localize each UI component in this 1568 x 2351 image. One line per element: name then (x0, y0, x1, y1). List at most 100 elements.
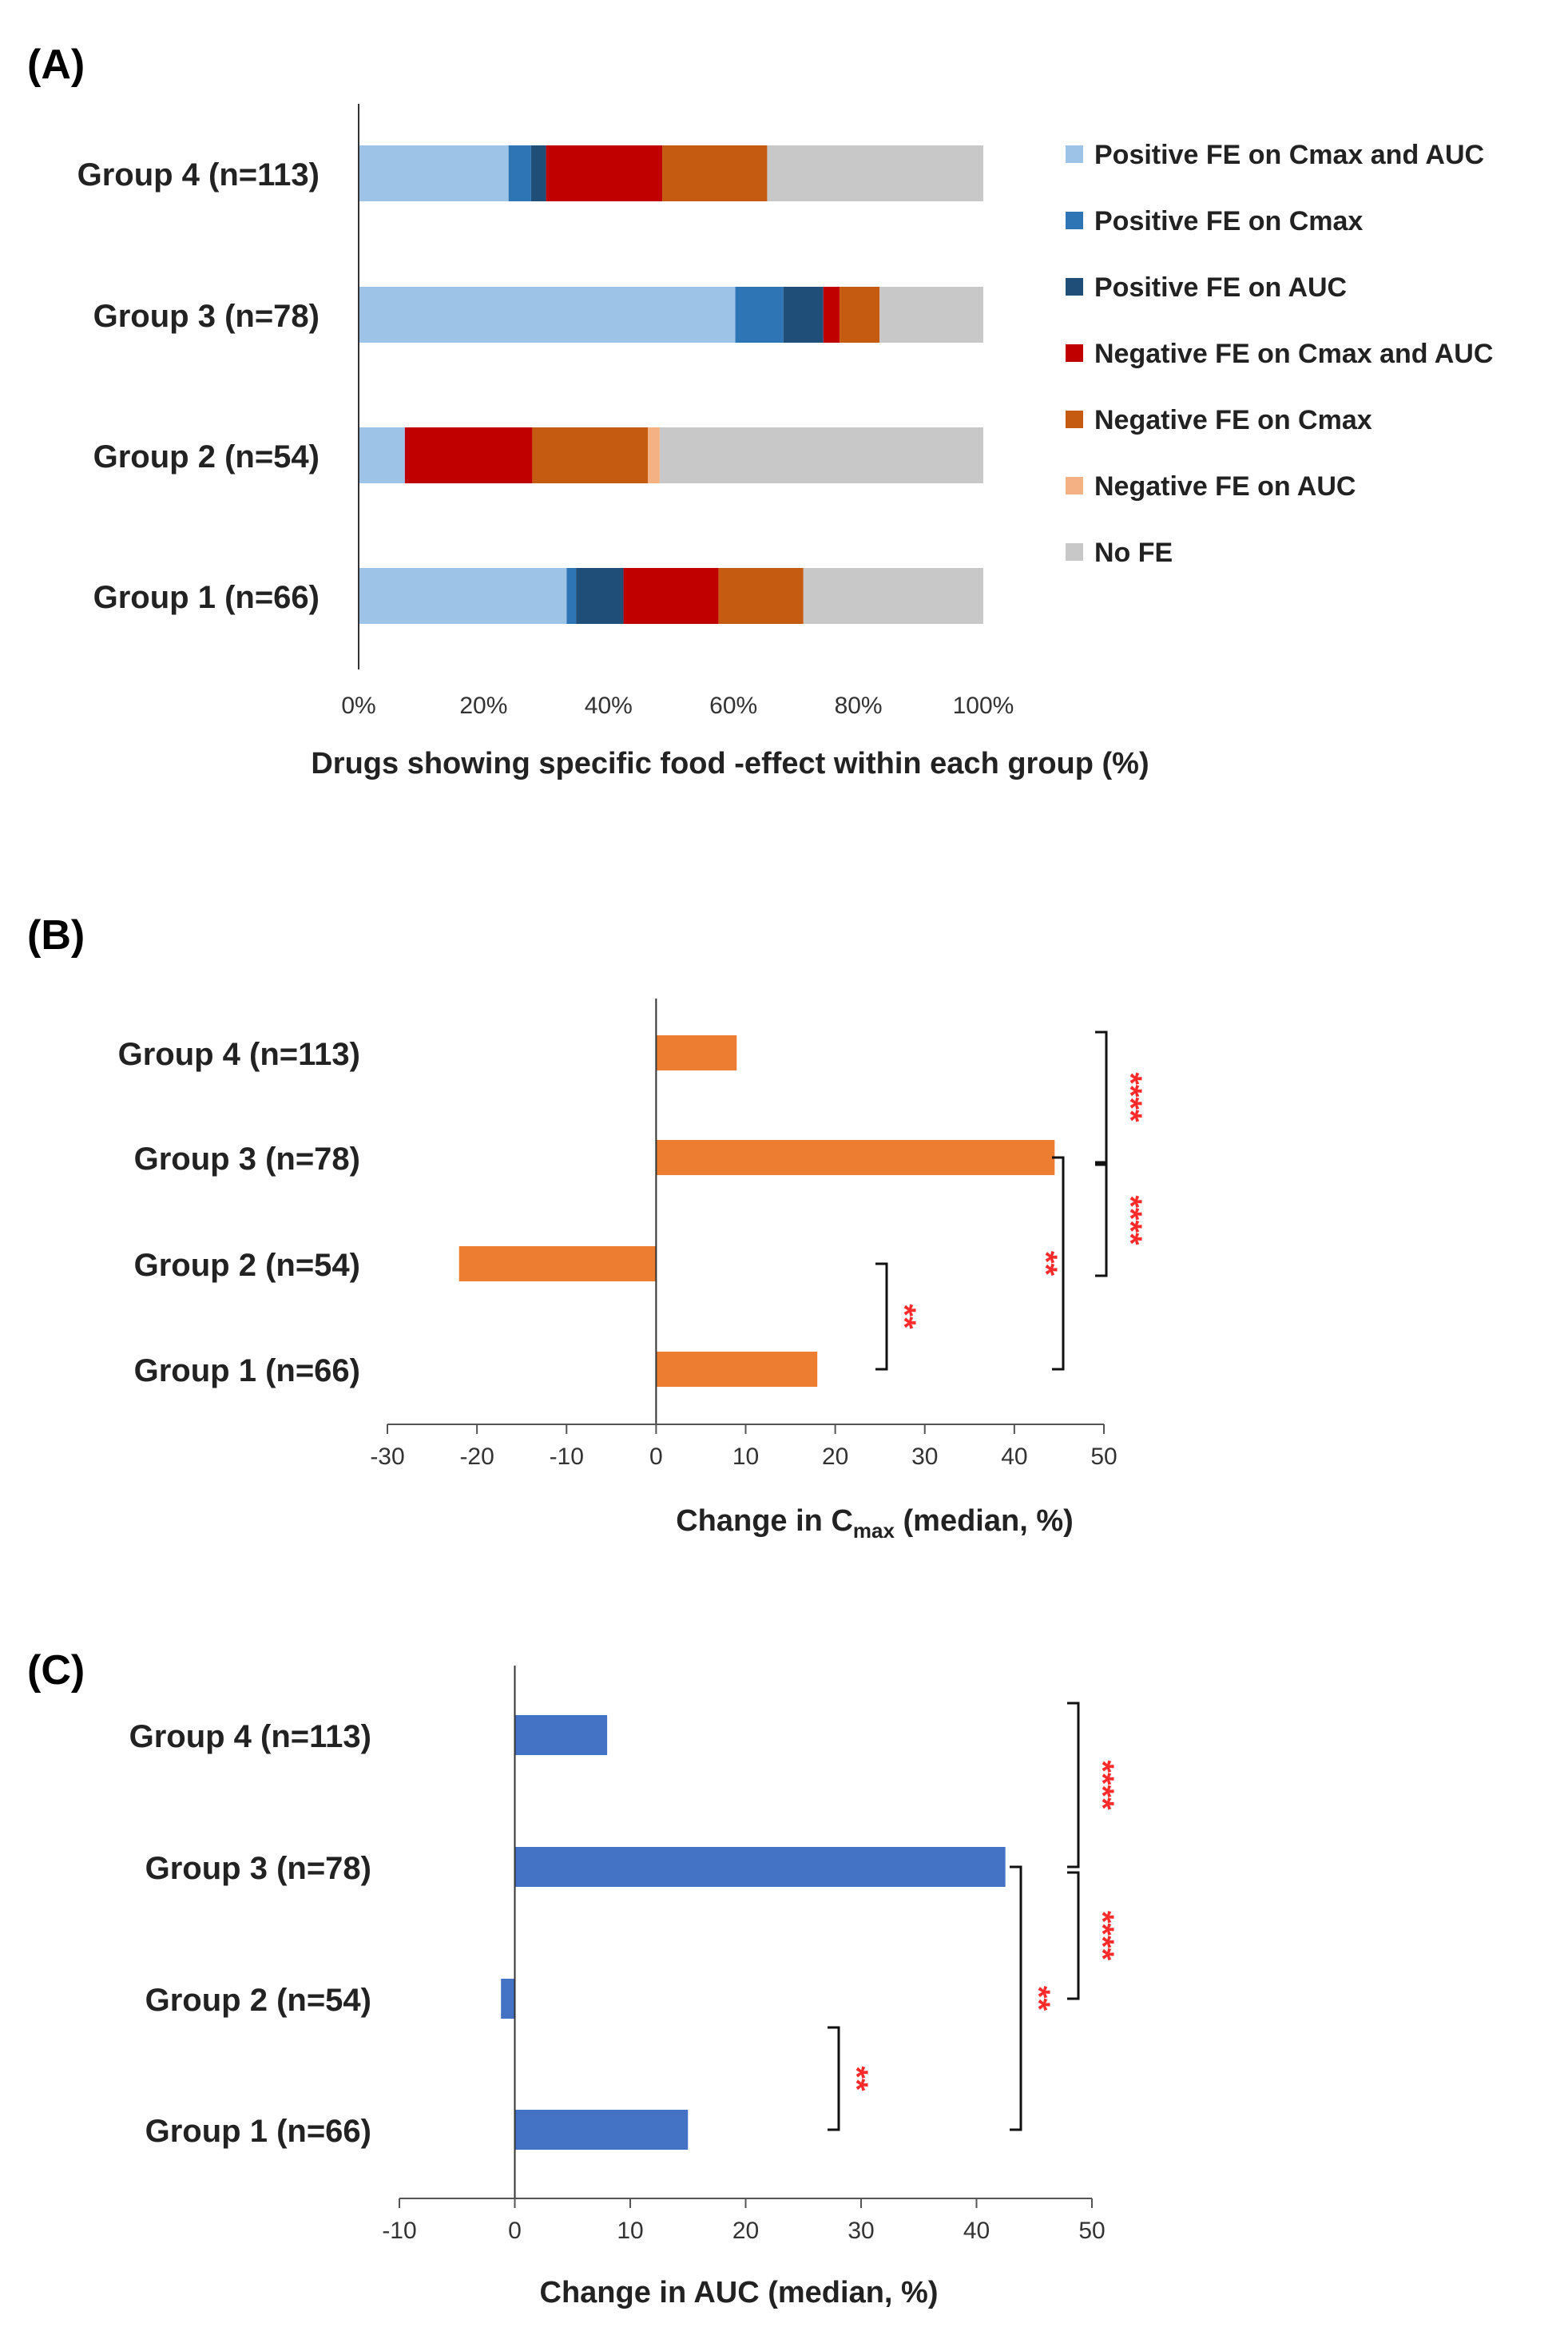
significance-bracket (1052, 1156, 1065, 1371)
category-label: Group 4 (n=113) (118, 1037, 360, 1072)
bar-segment (359, 568, 567, 624)
bar (656, 1035, 737, 1070)
significance-bracket (1095, 1031, 1108, 1164)
bar-segment (735, 287, 784, 343)
bar-segment (530, 145, 546, 201)
legend-entry: No FE (1094, 538, 1173, 568)
significance-stars: ** (1028, 1251, 1063, 1277)
x-tick-label: 40 (963, 2218, 990, 2244)
legend-swatch (1066, 212, 1083, 229)
legend-swatch (1066, 411, 1083, 428)
legend-entry: Positive FE on Cmax (1094, 206, 1363, 236)
bar-segment (546, 145, 663, 201)
x-axis-label: Change in Cmax (median, %) (676, 1504, 1074, 1543)
legend-entry: Negative FE on Cmax and AUC (1094, 339, 1493, 369)
bar-segment (359, 145, 509, 201)
bar (514, 1715, 608, 1755)
x-tick-label: 40% (585, 693, 633, 719)
bar (514, 2110, 689, 2150)
bar-segment (767, 145, 983, 201)
chart-b: Group 4 (n=113) Group 3 (n=78) Group 2 (n=… (118, 999, 1148, 1543)
x-tick-label: 60% (709, 693, 757, 719)
legend-swatch (1066, 145, 1083, 163)
x-tick-label: 0 (508, 2218, 522, 2244)
legend-entry: Positive FE on AUC (1094, 272, 1347, 303)
significance-stars: **** (1085, 1911, 1120, 1961)
significance-stars: ** (839, 2066, 874, 2091)
chart-a: Group 4 (n=113) Group 3 (n=78) Group 2 (n=… (77, 104, 1493, 780)
category-label: Group 4 (n=113) (77, 157, 320, 193)
category-label: Group 1 (n=66) (145, 2114, 371, 2149)
category-label: Group 1 (n=66) (93, 580, 320, 615)
category-label: Group 2 (n=54) (93, 439, 320, 475)
category-label: Group 1 (n=66) (134, 1353, 360, 1388)
x-tick-label: 20% (459, 693, 507, 719)
category-label: Group 3 (n=78) (93, 299, 320, 334)
x-tick-label: -30 (370, 1444, 404, 1470)
bar-segment (840, 287, 880, 343)
x-axis-label-subscript: max (853, 1519, 895, 1543)
significance-bracket (1010, 1865, 1022, 2131)
x-tick-label: -10 (550, 1444, 584, 1470)
x-tick-label: 20 (732, 2218, 759, 2244)
category-label: Group 4 (n=113) (129, 1719, 371, 1754)
significance-bracket (1067, 1702, 1080, 1868)
x-tick-label: 100% (953, 693, 1014, 719)
bar (501, 1979, 515, 2019)
legend-swatch (1066, 344, 1083, 362)
significance-stars: **** (1085, 1760, 1120, 1810)
bar-segment (532, 427, 649, 483)
significance-stars: ** (1021, 1986, 1056, 2011)
chart-c: Group 4 (n=113) Group 3 (n=78) Group 2 (n=… (129, 1666, 1120, 2309)
bar-segment (659, 427, 983, 483)
x-tick-label: 50 (1078, 2218, 1105, 2244)
x-axis-label: Drugs showing specific food -effect with… (311, 747, 1149, 780)
bar-segment (718, 568, 804, 624)
x-axis-label: Change in AUC (median, %) (540, 2276, 939, 2309)
panel-label-b: (B) (27, 912, 85, 959)
legend-entry: Negative FE on AUC (1094, 471, 1356, 502)
bar (458, 1246, 657, 1281)
bar-segment (566, 568, 577, 624)
x-axis-label-main: Change in C (676, 1504, 853, 1538)
category-label: Group 2 (n=54) (134, 1248, 360, 1283)
x-tick-label: 50 (1090, 1444, 1117, 1470)
bar-segment (359, 427, 405, 483)
significance-bracket (1095, 1163, 1108, 1277)
bar-segment (662, 145, 768, 201)
significance-stars: **** (1113, 1072, 1148, 1122)
significance-bracket (875, 1262, 888, 1371)
panel-label-c: (C) (27, 1647, 85, 1694)
x-tick-label: 10 (732, 1444, 759, 1470)
significance-bracket (1067, 1871, 1080, 2000)
bar (656, 1352, 818, 1387)
x-tick-label: 40 (1001, 1444, 1027, 1470)
x-tick-label: -20 (459, 1444, 494, 1470)
category-label: Group 2 (n=54) (145, 1983, 371, 2018)
significance-stars: **** (1113, 1195, 1148, 1245)
bar-segment (879, 287, 983, 343)
bar-segment (823, 287, 840, 343)
x-tick-label: 30 (848, 2218, 874, 2244)
category-label: Group 3 (n=78) (134, 1142, 360, 1177)
bar-segment (576, 568, 624, 624)
panel-label-a: (A) (27, 42, 85, 88)
bar-segment (803, 568, 983, 624)
bar-segment (623, 568, 719, 624)
significance-stars: ** (887, 1304, 922, 1329)
bar-segment (359, 287, 736, 343)
bar-segment (508, 145, 531, 201)
legend-entry: Positive FE on Cmax and AUC (1094, 140, 1484, 170)
bar-segment (404, 427, 533, 483)
x-tick-label: 0% (341, 693, 375, 719)
x-tick-label: 20 (822, 1444, 848, 1470)
x-tick-label: 10 (617, 2218, 643, 2244)
legend-swatch (1066, 543, 1083, 561)
x-tick-label: 30 (911, 1444, 938, 1470)
category-label: Group 3 (n=78) (145, 1851, 371, 1886)
legend-swatch (1066, 477, 1083, 494)
bar-segment (648, 427, 660, 483)
bar (514, 1847, 1006, 1887)
x-axis-label-tail: (median, %) (895, 1504, 1074, 1538)
